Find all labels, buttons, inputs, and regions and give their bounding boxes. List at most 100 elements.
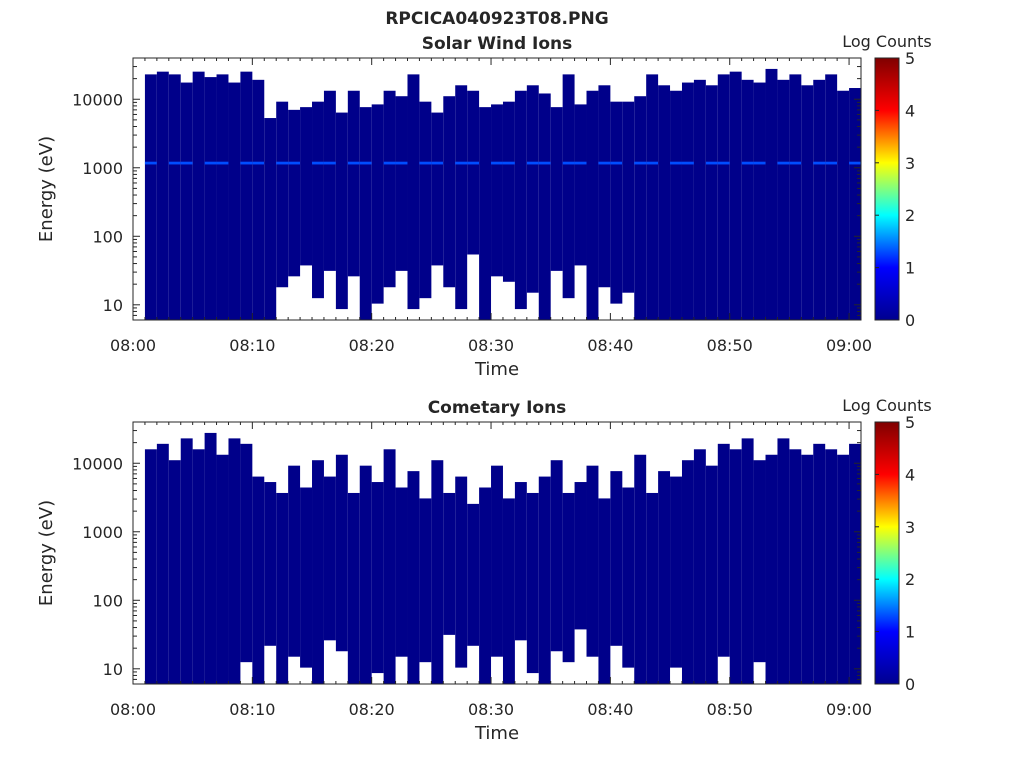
panel-subtitle: Cometary Ions xyxy=(428,398,567,418)
x-tick-label: 08:10 xyxy=(229,700,275,719)
heatmap-column xyxy=(312,101,324,299)
heatmap-bright-band-cell xyxy=(491,161,503,165)
colorbar-tick-label: 5 xyxy=(905,49,915,68)
heatmap-column xyxy=(335,454,348,652)
heatmap-bright-band-cell xyxy=(144,161,157,165)
heatmap-column xyxy=(204,77,217,320)
heatmap-column xyxy=(825,74,838,320)
colorbar-tick-label: 2 xyxy=(905,570,915,589)
y-tick-label: 10000 xyxy=(72,90,123,109)
heatmap-bright-band-cell xyxy=(610,161,623,165)
heatmap-column xyxy=(491,104,503,277)
heatmap-column xyxy=(180,82,193,320)
x-tick-label: 08:30 xyxy=(468,336,514,355)
heatmap-bright-band-cell xyxy=(252,161,265,165)
heatmap-column xyxy=(168,74,181,320)
heatmap-column xyxy=(240,443,253,663)
colorbar-tick-label: 4 xyxy=(905,101,915,120)
heatmap-column xyxy=(383,90,396,288)
heatmap-bright-band-cell xyxy=(681,161,694,165)
heatmap-column xyxy=(371,104,384,304)
heatmap-bright-band-cell xyxy=(670,161,682,165)
heatmap-bright-band-cell xyxy=(419,161,432,165)
colorbar-tick-label: 1 xyxy=(905,623,915,642)
heatmap-column xyxy=(144,74,157,320)
heatmap-column xyxy=(562,74,575,299)
x-tick-label: 08:00 xyxy=(110,336,156,355)
heatmap-column xyxy=(419,101,432,299)
plot-frame xyxy=(132,57,862,321)
heatmap-column xyxy=(598,498,611,684)
heatmap-column xyxy=(681,460,694,684)
heatmap-column xyxy=(467,503,480,646)
heatmap-bright-band-cell xyxy=(777,161,790,165)
y-tick-label: 10 xyxy=(103,660,123,679)
heatmap-column xyxy=(455,476,468,668)
heatmap-column xyxy=(634,454,647,684)
heatmap-column xyxy=(491,465,503,657)
x-tick-label: 08:20 xyxy=(349,336,395,355)
heatmap-column xyxy=(670,476,682,668)
x-axis-label: Time xyxy=(474,359,519,380)
y-tick-label: 1000 xyxy=(82,523,123,542)
colorbar-ticks: 0 1 2 3 4 5 xyxy=(875,413,915,694)
heatmap-bright-band-cell xyxy=(825,161,838,165)
heatmap-column xyxy=(419,498,432,663)
axes-frame: 10 100 1000 10000 08:00 08:10 08:20 08:30 08:40 0… xyxy=(72,57,872,355)
x-tick-label: 08:20 xyxy=(349,700,395,719)
heatmap-column xyxy=(598,85,611,288)
panel-subtitle: Solar Wind Ions xyxy=(422,34,573,54)
heatmap-column xyxy=(550,107,563,271)
x-tick-label: 08:30 xyxy=(468,700,514,719)
heatmap-column xyxy=(658,85,671,320)
heatmap-column xyxy=(825,449,838,684)
heatmap-column xyxy=(192,71,205,320)
heatmap-cells xyxy=(144,432,861,684)
heatmap-bright-band-cell xyxy=(288,161,301,165)
heatmap-bright-band-cell xyxy=(455,161,468,165)
heatmap-bright-band-cell xyxy=(276,161,289,165)
heatmap-column xyxy=(168,460,181,684)
heatmap-column xyxy=(431,112,444,266)
heatmap-column xyxy=(717,74,730,320)
colorbar-tick-label: 5 xyxy=(905,413,915,432)
heatmap-column xyxy=(347,492,360,684)
heatmap-bright-band-cell xyxy=(347,161,360,165)
heatmap-column xyxy=(717,443,730,657)
heatmap-column xyxy=(777,79,790,320)
heatmap-column xyxy=(144,449,157,684)
heatmap-column xyxy=(729,71,742,320)
heatmap-column xyxy=(753,460,766,663)
heatmap-column xyxy=(300,487,313,668)
x-tick-label: 08:10 xyxy=(229,336,275,355)
heatmap-column xyxy=(526,85,539,293)
heatmap-bright-band-cell xyxy=(538,161,551,165)
heatmap-column xyxy=(837,90,850,320)
heatmap-bright-band-cell xyxy=(526,161,539,165)
heatmap-column xyxy=(586,90,599,320)
heatmap-column xyxy=(407,471,420,684)
colorbar-label: Log Counts xyxy=(842,32,932,51)
heatmap-column xyxy=(705,465,718,684)
heatmap-column xyxy=(359,107,372,320)
x-axis-label: Time xyxy=(474,723,519,744)
heatmap-column xyxy=(264,482,277,646)
colorbar-tick-label: 0 xyxy=(905,675,915,694)
heatmap-column xyxy=(837,454,850,684)
heatmap-column xyxy=(180,438,193,684)
x-tick-label: 08:40 xyxy=(587,700,633,719)
heatmap-column xyxy=(849,88,861,320)
heatmap-column xyxy=(192,449,205,684)
heatmap-column xyxy=(252,79,265,320)
colorbar-tick-label: 0 xyxy=(905,311,915,330)
heatmap-column xyxy=(646,492,659,684)
heatmap-column xyxy=(276,492,289,684)
heatmap-column xyxy=(622,487,635,668)
heatmap-bright-band-cell xyxy=(431,161,444,165)
heatmap-column xyxy=(538,93,551,320)
x-tick-label: 09:00 xyxy=(826,700,872,719)
y-tick-label: 100 xyxy=(92,591,123,610)
heatmap-column xyxy=(777,438,790,684)
